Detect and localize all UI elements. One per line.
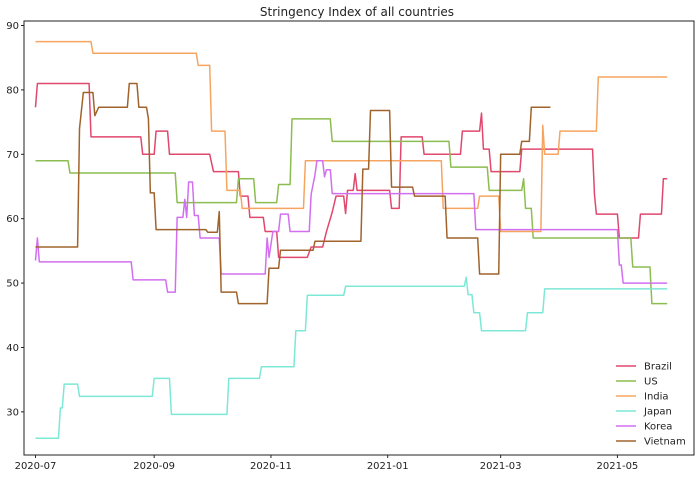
series-line-korea <box>34 159 668 293</box>
chart-title: Stringency Index of all countries <box>260 5 454 19</box>
legend-label-korea: Korea <box>644 422 672 433</box>
y-tick-label: 40 <box>6 343 19 354</box>
y-tick-label: 60 <box>6 214 19 225</box>
legend-label-brazil: Brazil <box>644 362 672 373</box>
series-line-vietnam <box>35 82 551 305</box>
x-tick-label: 2020-09 <box>133 461 175 472</box>
x-axis: 2020-07 2020-09 2020-11 2021-01 2021-03 2021-… <box>15 455 639 472</box>
series-layer <box>34 40 668 440</box>
legend-label-vietnam: Vietnam <box>644 437 686 448</box>
x-tick-label: 2021-03 <box>480 461 522 472</box>
y-tick-label: 30 <box>6 407 19 418</box>
y-tick-label: 80 <box>6 85 19 96</box>
series-line-us <box>35 118 668 305</box>
x-tick-label: 2021-05 <box>597 461 639 472</box>
y-tick-label: 70 <box>6 150 19 161</box>
x-tick-label: 2020-07 <box>15 461 57 472</box>
plot-frame <box>23 20 695 456</box>
y-axis: 30 40 50 60 70 80 90 <box>6 21 24 418</box>
x-tick-label: 2020-11 <box>250 461 292 472</box>
legend-label-india: India <box>644 392 669 403</box>
y-tick-label: 50 <box>6 279 19 290</box>
legend-label-us: US <box>644 377 658 388</box>
legend: Brazil US India Japan Korea Vietnam <box>612 354 688 452</box>
series-line-japan <box>35 276 668 440</box>
series-line-brazil <box>34 82 668 259</box>
legend-box <box>612 354 688 452</box>
x-tick-label: 2021-01 <box>367 461 409 472</box>
legend-label-japan: Japan <box>643 407 672 418</box>
y-tick-label: 90 <box>6 21 19 32</box>
series-line-india <box>35 40 668 233</box>
